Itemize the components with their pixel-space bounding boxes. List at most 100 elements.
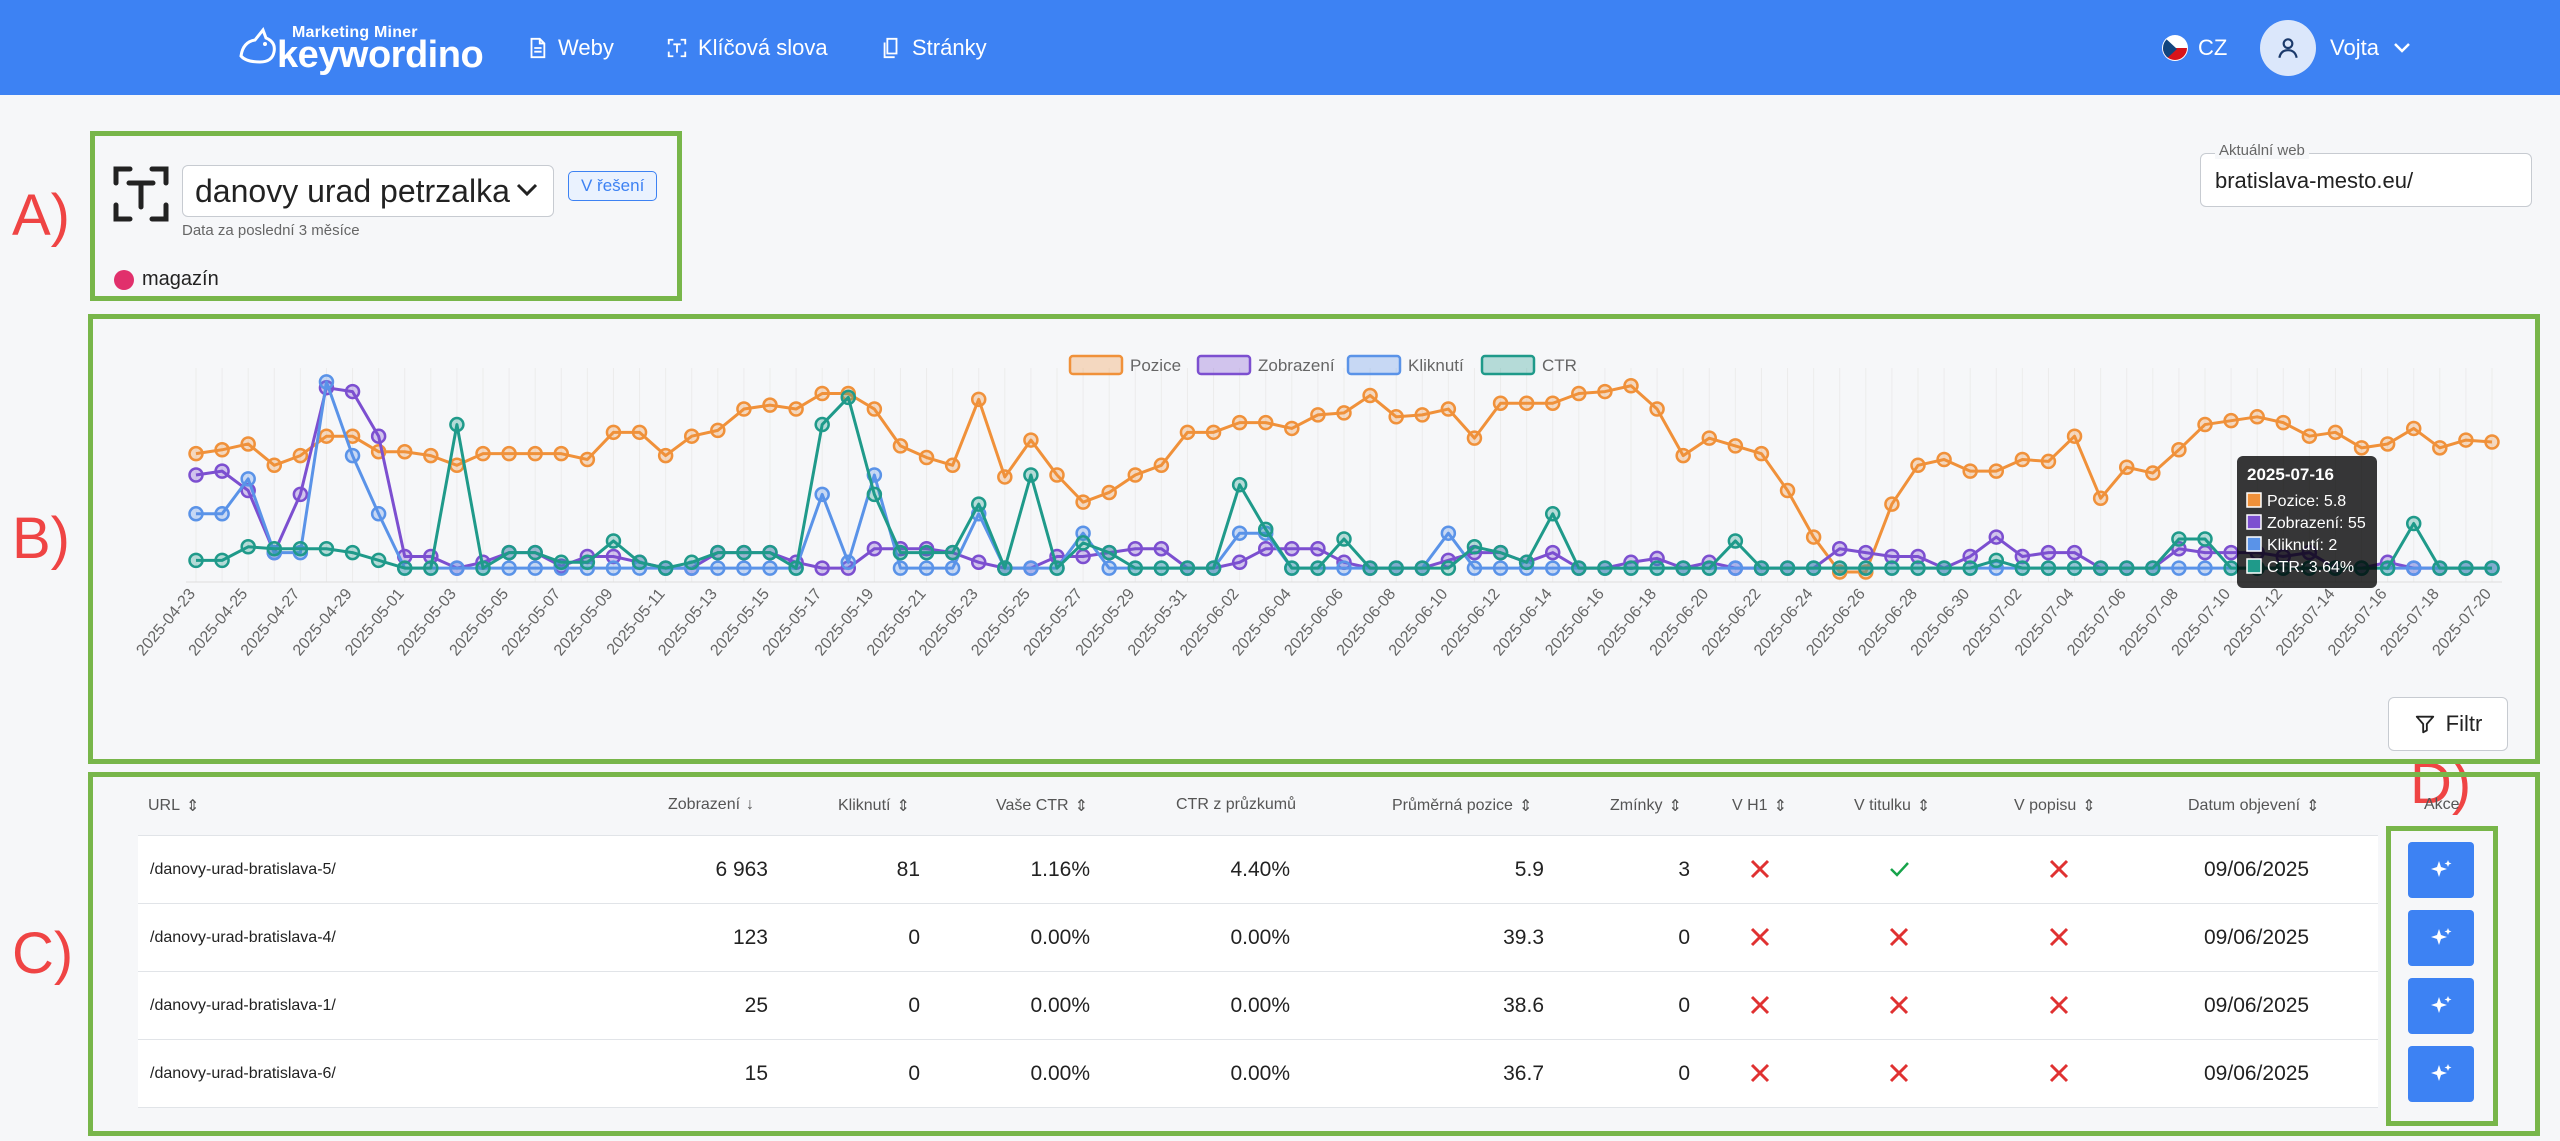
- data-point[interactable]: [1988, 529, 2005, 545]
- data-point[interactable]: [1231, 476, 1248, 493]
- data-point[interactable]: [1831, 540, 1848, 557]
- data-point[interactable]: [1571, 560, 1587, 576]
- data-point[interactable]: [2171, 560, 2187, 576]
- data-point[interactable]: [892, 438, 909, 454]
- legend-swatch[interactable]: [1196, 354, 1252, 376]
- data-point[interactable]: [1257, 414, 1274, 431]
- data-point[interactable]: [2327, 424, 2344, 441]
- data-point[interactable]: [2223, 412, 2239, 429]
- nav-klicova-slova[interactable]: Klíčová slova: [666, 30, 828, 66]
- col-mentions[interactable]: Zmínky ⇕: [1610, 796, 1682, 816]
- data-point[interactable]: [1962, 560, 1978, 576]
- data-point[interactable]: [1414, 407, 1431, 423]
- data-point[interactable]: [1831, 560, 1848, 576]
- data-point[interactable]: [605, 560, 622, 576]
- data-point[interactable]: [1075, 548, 1091, 565]
- col-impressions[interactable]: Zobrazení ↓: [668, 796, 754, 814]
- col-in-title[interactable]: V titulku ⇕: [1854, 796, 1930, 816]
- data-point[interactable]: [1962, 548, 1978, 565]
- data-point[interactable]: [1336, 531, 1352, 547]
- data-point[interactable]: [892, 560, 909, 576]
- data-point[interactable]: [1310, 560, 1326, 576]
- data-point[interactable]: [814, 486, 830, 503]
- data-point[interactable]: [318, 428, 335, 444]
- table-row[interactable]: /danovy-urad-bratislava-6/15 0 0.00% 0.00% 3…: [138, 1040, 2378, 1108]
- data-point[interactable]: [1884, 560, 1900, 576]
- data-point[interactable]: [970, 554, 987, 571]
- data-point[interactable]: [1727, 533, 1744, 549]
- data-point[interactable]: [944, 560, 961, 576]
- data-point[interactable]: [2118, 560, 2135, 576]
- data-point[interactable]: [240, 436, 256, 452]
- data-point[interactable]: [1910, 457, 1926, 474]
- data-point[interactable]: [2353, 440, 2370, 456]
- data-point[interactable]: [1492, 544, 1509, 561]
- data-point[interactable]: [2379, 560, 2396, 576]
- data-point[interactable]: [292, 540, 309, 557]
- data-point[interactable]: [1284, 420, 1300, 437]
- data-point[interactable]: [370, 552, 387, 569]
- data-point[interactable]: [1153, 560, 1170, 576]
- data-point[interactable]: [1649, 401, 1665, 417]
- data-point[interactable]: [188, 467, 204, 483]
- data-point[interactable]: [1675, 560, 1691, 576]
- data-point[interactable]: [1910, 560, 1926, 576]
- language-switcher[interactable]: CZ: [2162, 30, 2227, 66]
- nav-stranky[interactable]: Stránky: [880, 30, 987, 66]
- data-point[interactable]: [188, 506, 204, 522]
- data-point[interactable]: [1440, 525, 1457, 541]
- data-point[interactable]: [762, 544, 778, 561]
- data-point[interactable]: [736, 401, 752, 417]
- data-point[interactable]: [1153, 457, 1170, 474]
- data-point[interactable]: [1571, 385, 1587, 402]
- col-in-h1[interactable]: V H1 ⇕: [1732, 796, 1787, 816]
- data-point[interactable]: [605, 548, 622, 565]
- data-point[interactable]: [1727, 438, 1744, 454]
- data-point[interactable]: [1858, 544, 1874, 561]
- data-point[interactable]: [788, 560, 804, 576]
- data-point[interactable]: [1075, 535, 1091, 551]
- data-point[interactable]: [2066, 560, 2083, 576]
- data-point[interactable]: [501, 560, 517, 576]
- data-point[interactable]: [214, 552, 230, 569]
- data-point[interactable]: [866, 540, 883, 557]
- data-point[interactable]: [370, 506, 387, 522]
- col-your-ctr[interactable]: Vaše CTR ⇕: [996, 796, 1088, 816]
- data-point[interactable]: [2118, 459, 2135, 475]
- data-point[interactable]: [292, 486, 309, 503]
- data-point[interactable]: [2066, 544, 2083, 561]
- data-point[interactable]: [605, 533, 622, 549]
- data-point[interactable]: [1205, 424, 1222, 441]
- data-point[interactable]: [918, 560, 935, 576]
- data-point[interactable]: [840, 389, 857, 406]
- data-point[interactable]: [944, 457, 961, 474]
- data-point[interactable]: [1779, 560, 1796, 576]
- data-point[interactable]: [449, 457, 465, 474]
- data-point[interactable]: [1231, 414, 1248, 431]
- data-point[interactable]: [475, 445, 491, 462]
- col-in-description[interactable]: V popisu ⇕: [2014, 796, 2096, 816]
- row-url[interactable]: /danovy-urad-bratislava-1/: [150, 997, 336, 1014]
- data-point[interactable]: [605, 424, 622, 441]
- data-point[interactable]: [1466, 539, 1483, 555]
- data-point[interactable]: [2405, 560, 2422, 576]
- data-point[interactable]: [1492, 395, 1509, 411]
- table-row[interactable]: /danovy-urad-bratislava-4/123 0 0.00% 0.00%…: [138, 904, 2378, 972]
- data-point[interactable]: [318, 374, 335, 390]
- data-point[interactable]: [1988, 463, 2005, 479]
- keyword-tag[interactable]: magazín: [114, 268, 219, 291]
- legend-label[interactable]: CTR: [1542, 356, 1577, 375]
- data-point[interactable]: [1544, 560, 1561, 576]
- data-point[interactable]: [710, 422, 726, 439]
- legend-swatch[interactable]: [1068, 354, 1124, 376]
- data-point[interactable]: [501, 544, 517, 561]
- data-point[interactable]: [1179, 560, 1196, 576]
- row-url[interactable]: /danovy-urad-bratislava-5/: [150, 861, 336, 878]
- data-point[interactable]: [1440, 560, 1457, 576]
- data-point[interactable]: [710, 560, 726, 576]
- data-point[interactable]: [631, 554, 648, 571]
- data-point[interactable]: [2040, 544, 2057, 561]
- data-point[interactable]: [2197, 560, 2213, 576]
- data-point[interactable]: [240, 539, 256, 555]
- data-point[interactable]: [631, 424, 648, 441]
